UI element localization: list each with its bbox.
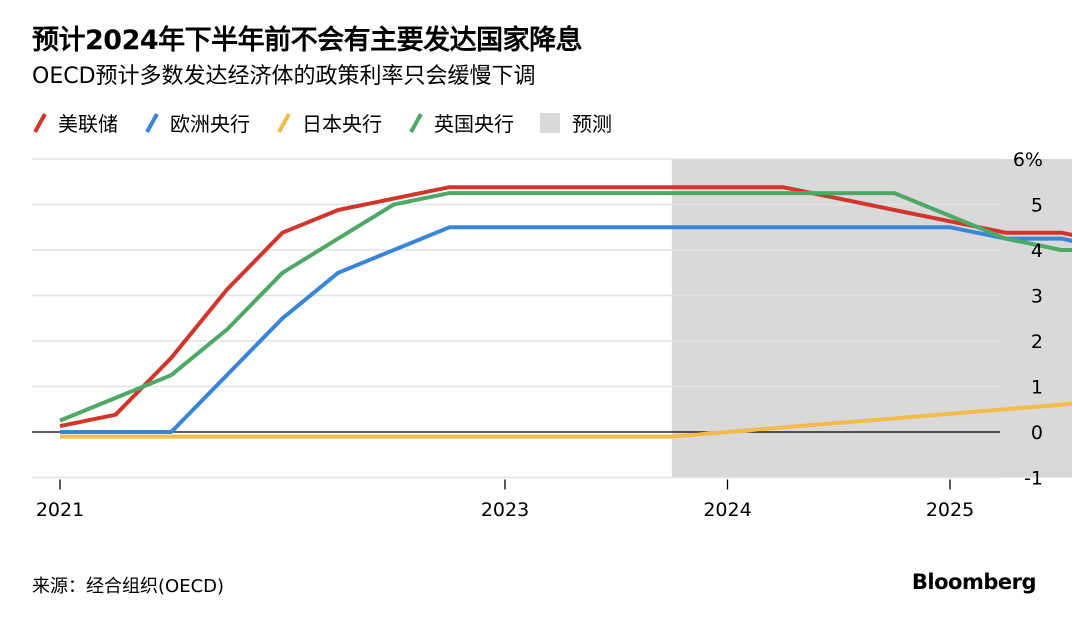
x-tick-label: 2024 <box>703 499 751 521</box>
legend-label-boe: 英国央行 <box>434 112 514 136</box>
series-line-0 <box>59 185 1072 429</box>
legend-swatch-boj <box>277 112 291 133</box>
legend-item-ecb: 欧洲央行 <box>144 108 250 137</box>
legend-swatch-boe <box>409 112 423 133</box>
series-line-3 <box>59 191 1072 423</box>
y-tick-label: 6% <box>1013 149 1043 171</box>
legend-item-boj: 日本央行 <box>276 108 382 137</box>
y-tick-label: 1 <box>1031 377 1043 399</box>
forecast-region <box>671 159 1072 478</box>
legend-item-boe: 英国央行 <box>408 108 514 137</box>
series-line-2 <box>60 401 1072 439</box>
y-tick-label: 0 <box>1031 422 1043 444</box>
y-tick-label: 5 <box>1031 195 1043 217</box>
x-tick-label: 2025 <box>926 499 974 521</box>
chart-subtitle: OECD预计多数发达经济体的政策利率只会缓慢下调 <box>32 64 536 89</box>
y-tick-label: 4 <box>1031 240 1043 262</box>
legend-label-forecast: 预测 <box>572 112 612 136</box>
series-line-1 <box>60 225 1072 434</box>
legend-item-forecast: 预测 <box>540 108 612 137</box>
source-note: 来源：经合组织(OECD) <box>32 576 225 597</box>
brand-logo: Bloomberg <box>911 570 1037 594</box>
y-tick-label: 2 <box>1031 331 1043 353</box>
y-tick-label: -1 <box>1024 468 1043 490</box>
legend-swatch-ecb <box>145 112 159 133</box>
x-tick-label: 2021 <box>36 499 84 521</box>
legend-label-fed: 美联储 <box>58 112 118 136</box>
legend-swatch-forecast <box>540 112 560 133</box>
legend-item-fed: 美联储 <box>32 108 118 137</box>
x-tick-label: 2023 <box>481 499 529 521</box>
chart-legend: 美联储 欧洲央行 日本央行 英国央行 预测 <box>32 108 638 137</box>
legend-label-boj: 日本央行 <box>302 112 382 136</box>
line-chart: -1 0 1 2 3 4 5 6% 2021 2023 2024 2025 <box>32 149 1072 521</box>
y-tick-label: 3 <box>1031 286 1043 308</box>
legend-label-ecb: 欧洲央行 <box>170 112 250 136</box>
legend-swatch-fed <box>33 112 47 133</box>
chart-title: 预计2024年下半年前不会有主要发达国家降息 <box>32 25 583 56</box>
